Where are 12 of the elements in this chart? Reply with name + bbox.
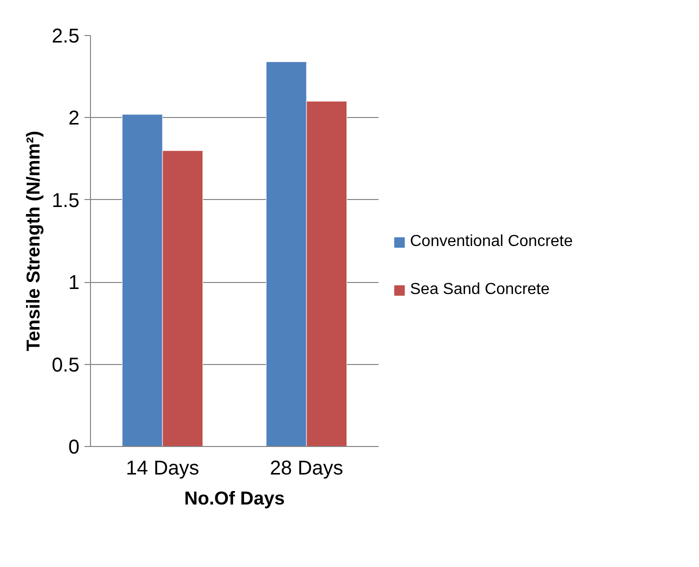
y-tick-label: 1.5 [52,190,80,212]
y-tick-label: 0 [68,436,80,458]
y-axis-title: Tensile Strength (N/mm²) [22,130,44,352]
x-tick-label: 28 Days [270,458,344,480]
y-tick-label: 0.5 [52,354,80,376]
legend-label: Sea Sand Concrete [410,280,550,298]
y-tick-label: 2 [68,108,80,130]
x-axis-title: No.Of Days [184,488,285,508]
x-tick-label: 14 Days [126,458,200,480]
y-tick-label: 1 [68,272,80,294]
y-tick-label: 2.5 [52,26,80,48]
legend-label: Conventional Concrete [410,232,573,250]
